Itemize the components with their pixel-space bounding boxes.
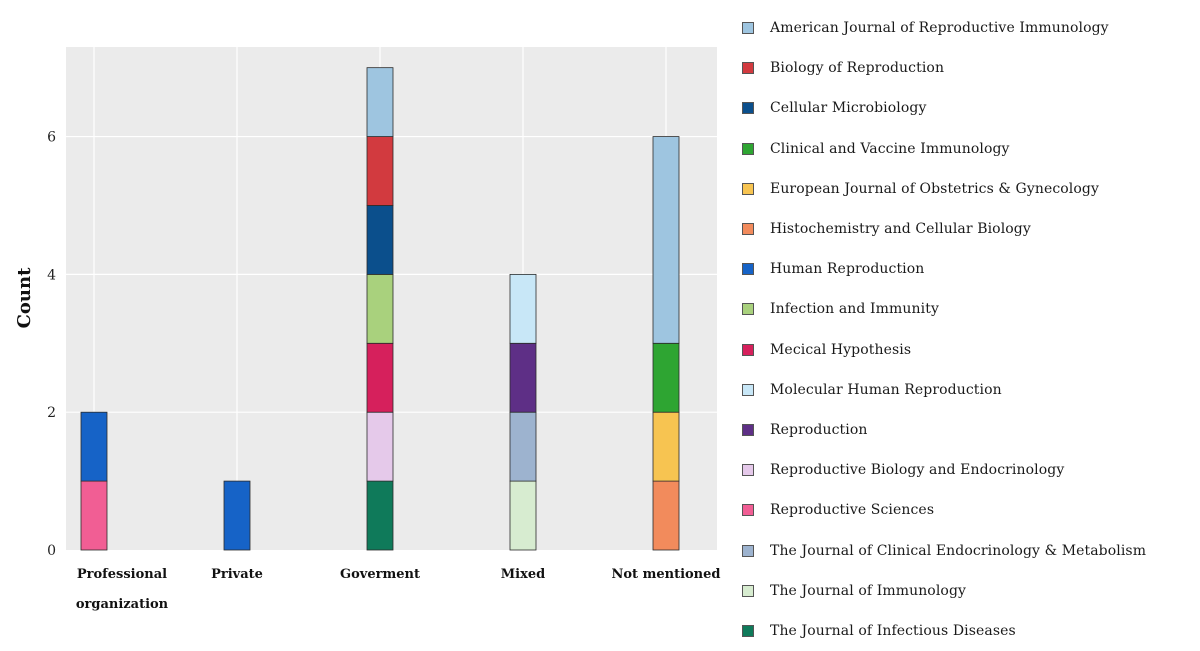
x-tick-label: Not mentioned [612,567,721,582]
bar-segment [652,480,680,551]
bar-segment [366,411,394,482]
legend-label: Histochemistry and Cellular Biology [770,221,1031,238]
legend-label: Reproductive Biology and Endocrinology [770,462,1065,479]
legend-item: Molecular Human Reproduction [742,370,1200,410]
bar-segment [366,136,394,206]
legend-swatch [742,303,754,316]
legend-label: The Journal of Infectious Diseases [770,622,1016,639]
y-tick-label: 6 [47,130,56,146]
legend-item: Reproductive Sciences [742,490,1200,530]
legend-item: Human Reproduction [742,249,1200,289]
legend-swatch [742,343,754,356]
legend-label: Mecical Hypothesis [770,341,912,358]
bar-segment [80,480,108,551]
legend-label: Infection and Immunity [770,301,939,318]
legend-swatch [742,182,754,195]
x-tick-label: Mixed [501,567,545,582]
y-axis-ticks: 0 2 4 6 [47,130,56,559]
x-axis-tick-labels: Professional organization Private Goverment… [76,567,721,612]
legend-item: The Journal of Immunology [742,571,1200,611]
legend-item: The Journal of Clinical Endocrinology & … [742,530,1200,570]
bar-segment [366,205,394,275]
legend-swatch [742,142,754,155]
legend-swatch [742,504,754,517]
legend-label: American Journal of Reproductive Immunol… [770,20,1109,37]
x-tick-label: organization [76,597,169,612]
bar-segment [366,342,394,413]
y-tick-label: 2 [47,405,56,421]
legend-swatch [742,383,754,396]
legend-item: The Journal of Infectious Diseases [742,611,1200,651]
legend-swatch [742,22,754,35]
legend-label: Reproductive Sciences [770,502,935,519]
bar-segment [652,342,680,413]
bar-segment [80,411,108,482]
legend-label: Molecular Human Reproduction [770,381,1002,398]
bar-segment [509,480,537,551]
legend-swatch [742,62,754,75]
y-tick-label: 4 [47,267,56,283]
legend-swatch [742,544,754,557]
legend-item: American Journal of Reproductive Immunol… [742,8,1200,48]
bar-segment [223,480,251,551]
x-tick-label: Private [211,567,263,582]
stacked-bar-chart: 0 2 4 6 Professional organization Private Gove… [14,47,721,612]
legend-swatch [742,464,754,477]
legend-item: Infection and Immunity [742,289,1200,329]
legend-label: The Journal of Immunology [770,582,967,599]
legend-swatch [742,223,754,236]
legend-label: Cellular Microbiology [770,100,927,117]
legend-swatch [742,584,754,597]
legend-swatch [742,624,754,637]
legend-item: Histochemistry and Cellular Biology [742,209,1200,249]
bars [80,67,680,551]
y-axis-title: Count [14,267,35,329]
bar-segment [509,411,537,482]
legend-swatch [742,423,754,436]
legend-label: Human Reproduction [770,261,925,278]
legend-item: Biology of Reproduction [742,48,1200,88]
legend-label: Biology of Reproduction [770,60,945,77]
legend-swatch [742,102,754,115]
bar-segment [366,273,394,344]
legend-label: Reproduction [770,421,868,438]
legend-label: Clinical and Vaccine Immunology [770,140,1010,157]
bar-segment [509,342,537,413]
legend-label: European Journal of Obstetrics & Gynecol… [770,180,1099,197]
bar-segment [652,411,680,482]
y-tick-label: 0 [47,543,56,559]
bar-segment [366,480,394,551]
legend-item: Cellular Microbiology [742,88,1200,128]
legend-label: The Journal of Clinical Endocrinology & … [770,542,1147,559]
legend-item: Clinical and Vaccine Immunology [742,129,1200,169]
bar-segment [366,67,394,137]
legend: American Journal of Reproductive Immunol… [742,8,1200,651]
x-tick-label: Professional [77,567,167,582]
legend-item: Reproduction [742,410,1200,450]
legend-swatch [742,263,754,276]
legend-item: Mecical Hypothesis [742,330,1200,370]
bar-segment [652,136,680,344]
x-tick-label: Goverment [340,567,420,582]
legend-item: Reproductive Biology and Endocrinology [742,450,1200,490]
legend-item: European Journal of Obstetrics & Gynecol… [742,169,1200,209]
bar-segment [509,273,537,344]
